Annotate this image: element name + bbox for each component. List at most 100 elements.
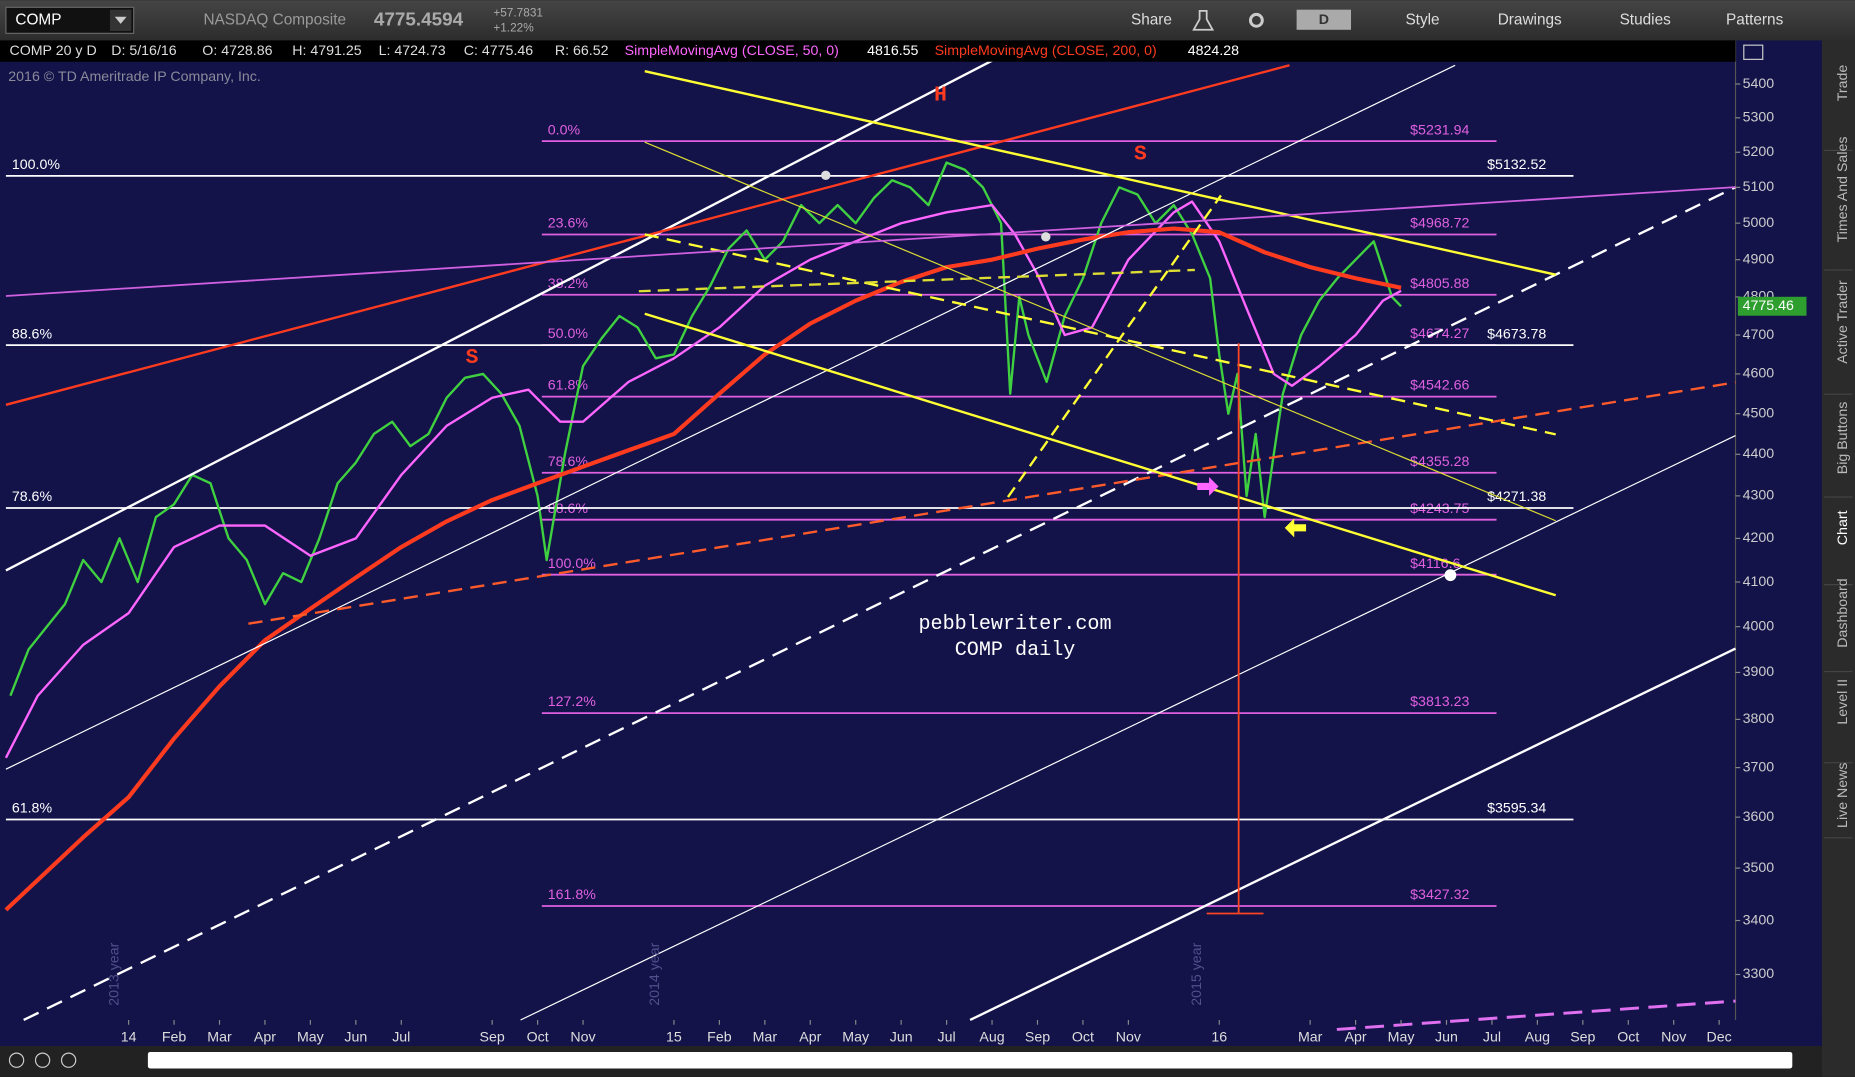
annotation: H — [934, 83, 947, 107]
x-tick-label: Mar — [753, 1029, 778, 1045]
y-tick-label: 3400 — [1743, 912, 1775, 928]
x-tick-label: Jun — [1435, 1029, 1458, 1045]
fib-price: $3427.32 — [1410, 887, 1469, 903]
y-tick-label: 3800 — [1743, 711, 1775, 727]
marker — [1444, 569, 1457, 582]
settings-icon[interactable] — [1743, 44, 1764, 60]
y-tick-label: 5300 — [1743, 110, 1775, 126]
fib-price: $5231.94 — [1410, 122, 1469, 138]
scroll-thumb[interactable] — [147, 1051, 1793, 1069]
fib-price: $3595.34 — [1487, 801, 1546, 817]
x-tick-label: Jun — [344, 1029, 367, 1045]
side-tab[interactable]: Big Buttons — [1835, 402, 1851, 475]
description: NASDAQ Composite — [203, 11, 346, 28]
x-tick-label: Feb — [707, 1029, 732, 1045]
fib-price: $3813.23 — [1410, 694, 1469, 710]
x-tick-label: Dec — [1707, 1029, 1732, 1045]
x-tick-label: Aug — [1525, 1029, 1550, 1045]
trendline — [644, 312, 1557, 597]
x-tick-label: Mar — [1298, 1029, 1323, 1045]
x-tick-label: Nov — [570, 1029, 596, 1045]
y-tick-label: 3300 — [1743, 966, 1775, 982]
y-tick-label: 4600 — [1743, 366, 1775, 382]
study-value: 4824.28 — [1188, 43, 1239, 59]
studies-button[interactable]: Studies — [1620, 11, 1672, 28]
y-tick-label: 4400 — [1743, 446, 1775, 462]
x-tick-label: Apr — [1345, 1029, 1367, 1045]
y-tick-label: 5100 — [1743, 179, 1775, 195]
copyright: 2016 © TD Ameritrade IP Company, Inc. — [8, 69, 261, 85]
y-tick-label: 4000 — [1743, 618, 1775, 634]
watermark: pebblewriter.com — [918, 613, 1111, 636]
x-tick-label: May — [842, 1029, 870, 1045]
x-tick-label: Jul — [938, 1029, 956, 1045]
plot-layer: 0.0% $5231.94 23.6% $4968.72 38.2% $4805.88 50… — [4, 122, 1574, 912]
trendline — [644, 70, 1556, 276]
gear-icon[interactable] — [1248, 12, 1264, 28]
drawings-button[interactable]: Drawings — [1498, 11, 1562, 28]
x-tick-label: 14 — [121, 1029, 137, 1045]
fib-price: $4674.27 — [1410, 326, 1469, 342]
change-pct: +1.22% — [493, 21, 534, 35]
y-tick-label: 4100 — [1743, 574, 1775, 590]
y-tick-label: 5400 — [1743, 76, 1775, 92]
trendline — [248, 381, 1736, 625]
fib-price: $4271.38 — [1487, 489, 1546, 505]
watermark: COMP daily — [955, 639, 1076, 662]
info-item: R: 66.52 — [555, 43, 609, 59]
side-tab[interactable]: Live News — [1835, 762, 1851, 827]
style-button[interactable]: Style — [1405, 11, 1439, 28]
trendline — [5, 186, 1736, 297]
fib-price: $4968.72 — [1410, 216, 1469, 232]
aggregation-box[interactable] — [1296, 9, 1352, 30]
trendline — [520, 435, 1736, 1021]
side-tab[interactable]: Level II — [1835, 679, 1851, 725]
zoom-out[interactable] — [8, 1052, 25, 1068]
side-tab-strip — [1821, 40, 1855, 1077]
fib-pct: 61.8% — [548, 378, 589, 394]
fib-pct: 23.6% — [548, 216, 589, 232]
trendline — [1336, 999, 1736, 1031]
fib-pct: 127.2% — [548, 694, 597, 710]
share-button[interactable]: Share — [1131, 11, 1172, 28]
y-tick-label: 3700 — [1743, 759, 1775, 775]
symbol: COMP — [15, 11, 61, 28]
study-value: 4816.55 — [867, 43, 918, 59]
fib-price: $4542.66 — [1410, 378, 1469, 394]
x-tick-label: Nov — [1661, 1029, 1687, 1045]
trendline — [5, 46, 1018, 572]
aggregation: D — [1319, 12, 1329, 28]
side-tab[interactable]: Trade — [1835, 65, 1851, 102]
info-item: D: 5/16/16 — [111, 43, 177, 59]
x-tick-label: 16 — [1211, 1029, 1227, 1045]
info-bar — [0, 40, 1736, 62]
x-tick-label: Oct — [1617, 1029, 1639, 1045]
fib-pct: 50.0% — [548, 326, 589, 342]
x-tick-label: Jul — [392, 1029, 410, 1045]
side-tab[interactable]: Chart — [1835, 510, 1851, 545]
x-tick-label: Oct — [1072, 1029, 1094, 1045]
side-tab[interactable]: Times And Sales — [1835, 137, 1851, 243]
fib-pct: 38.2% — [548, 276, 589, 292]
flask-icon[interactable] — [1192, 9, 1215, 31]
zoom-in[interactable] — [34, 1052, 51, 1068]
x-tick-label: Mar — [207, 1029, 232, 1045]
fib-pct: 88.6% — [12, 326, 53, 342]
dropdown-arrow — [114, 16, 127, 24]
y-tick-label: 5000 — [1743, 215, 1775, 231]
patterns-button[interactable]: Patterns — [1726, 11, 1784, 28]
side-tab[interactable]: Dashboard — [1835, 578, 1851, 647]
side-tab[interactable]: Active Trader — [1835, 280, 1851, 364]
fib-pct: 78.6% — [548, 454, 589, 470]
y-tick-label: 4200 — [1743, 530, 1775, 546]
zoom-fit[interactable] — [60, 1052, 77, 1068]
trendline — [644, 233, 1556, 436]
x-tick-label: Apr — [254, 1029, 276, 1045]
x-tick-label: Feb — [162, 1029, 187, 1045]
y-tick-label: 3900 — [1743, 664, 1775, 680]
arrow-icon — [1197, 476, 1219, 496]
marker — [1041, 232, 1051, 242]
x-tick-label: May — [297, 1029, 325, 1045]
fib-pct: 61.8% — [12, 801, 53, 817]
fib-price: $5132.52 — [1487, 157, 1546, 173]
